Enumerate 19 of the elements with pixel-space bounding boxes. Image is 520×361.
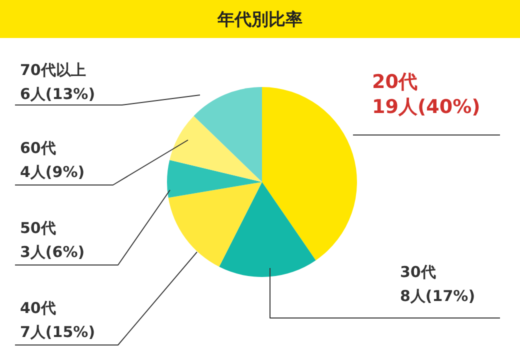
pie-slice: [167, 160, 262, 198]
chart-title: 年代別比率: [216, 10, 302, 30]
data-label: 6人(13%): [20, 85, 96, 103]
data-label: 3人(6%): [20, 243, 85, 261]
slice-label: 70代以上: [20, 61, 86, 79]
pie-slice: [194, 87, 262, 182]
data-label: 19人(40%): [372, 96, 480, 118]
data-label: 8人(17%): [400, 287, 476, 305]
data-label: 7人(15%): [20, 323, 96, 341]
data-label: 4人(9%): [20, 163, 85, 181]
pie-slice: [219, 182, 316, 277]
pie-slice: [262, 87, 357, 260]
slice-label: 60代: [20, 139, 56, 157]
slice-label: 40代: [20, 299, 56, 317]
pie-slice: [168, 182, 262, 267]
slice-label: 20代: [372, 71, 418, 93]
pie-slice: [170, 116, 262, 182]
slice-label: 50代: [20, 219, 56, 237]
slice-label: 30代: [400, 263, 436, 281]
